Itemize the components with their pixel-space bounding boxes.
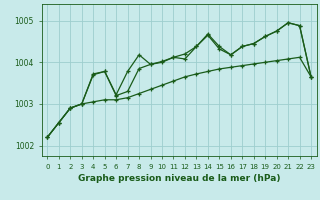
X-axis label: Graphe pression niveau de la mer (hPa): Graphe pression niveau de la mer (hPa) <box>78 174 280 183</box>
